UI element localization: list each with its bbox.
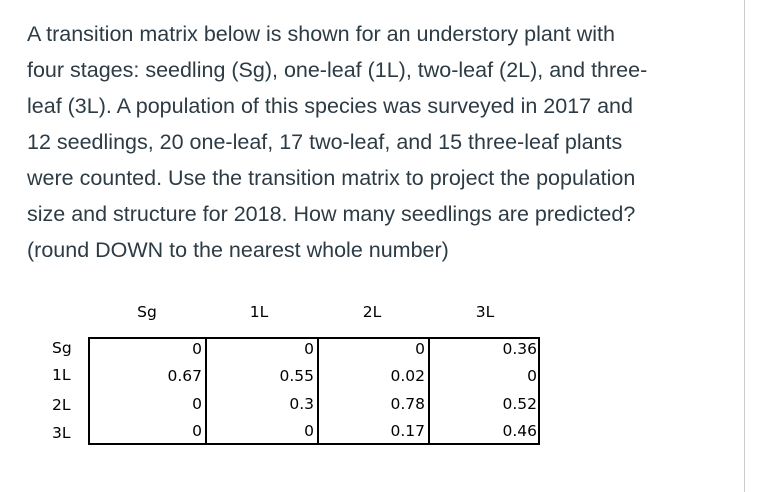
row-header-sg: Sg xyxy=(52,339,72,357)
column-divider xyxy=(205,337,207,445)
column-header-3l: 3L xyxy=(475,303,495,321)
matrix-cell: 0.52 xyxy=(502,395,537,413)
matrix-cell: 0 xyxy=(527,367,537,385)
question-line: A transition matrix below is shown for a… xyxy=(27,22,615,46)
column-divider xyxy=(317,337,319,445)
matrix-grid xyxy=(88,337,540,445)
matrix-cell: 0.17 xyxy=(390,422,425,440)
column-header-2l: 2L xyxy=(362,303,382,321)
matrix-cell: 0.46 xyxy=(502,422,537,440)
question-line: (round DOWN to the nearest whole number) xyxy=(27,238,449,262)
matrix-cell: 0 xyxy=(304,422,314,440)
column-header-1l: 1L xyxy=(249,303,269,321)
matrix-cell: 0.02 xyxy=(390,367,425,385)
matrix-cell: 0 xyxy=(192,340,202,358)
column-divider xyxy=(428,337,430,445)
row-header-3l: 3L xyxy=(52,424,71,442)
matrix-cell: 0 xyxy=(192,395,202,413)
page-divider xyxy=(744,0,745,492)
row-header-2l: 2L xyxy=(52,396,71,414)
question-line: size and structure for 2018. How many se… xyxy=(27,202,636,226)
matrix-cell: 0.3 xyxy=(289,395,314,413)
question-line: leaf (3L). A population of this species … xyxy=(27,94,633,118)
matrix-cell: 0.55 xyxy=(279,367,314,385)
matrix-cell: 0 xyxy=(415,340,425,358)
question-line: 12 seedlings, 20 one-leaf, 17 two-leaf, … xyxy=(27,130,623,154)
matrix-cell: 0.67 xyxy=(167,367,202,385)
column-header-sg: Sg xyxy=(137,303,157,321)
matrix-cell: 0.36 xyxy=(502,340,537,358)
question-line: four stages: seedling (Sg), one-leaf (1L… xyxy=(27,58,648,82)
question-line: were counted. Use the transition matrix … xyxy=(27,166,636,190)
matrix-cell: 0 xyxy=(304,340,314,358)
row-header-1l: 1L xyxy=(52,366,71,384)
matrix-cell: 0 xyxy=(192,422,202,440)
question-text: A transition matrix below is shown for a… xyxy=(27,16,727,268)
matrix-cell: 0.78 xyxy=(390,395,425,413)
